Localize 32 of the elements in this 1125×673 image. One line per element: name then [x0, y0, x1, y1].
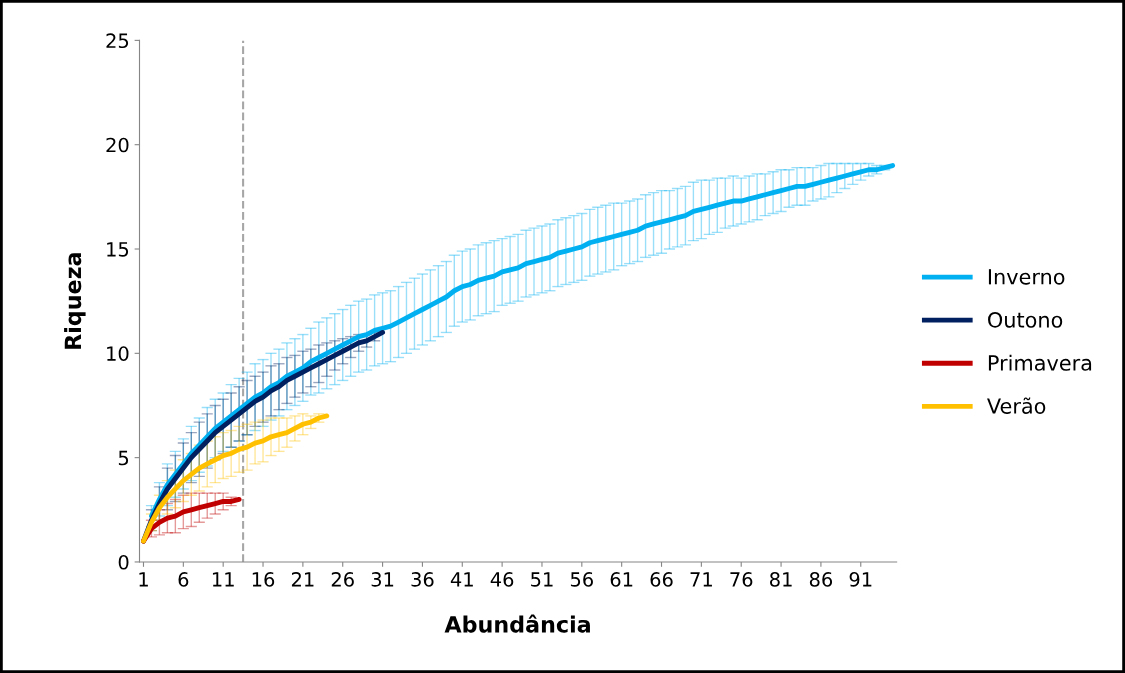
y-tick-label: 10 [107, 346, 129, 361]
x-tick-label: 21 [291, 572, 314, 587]
x-tick-label: 41 [450, 572, 473, 587]
y-tick-label: 5 [118, 450, 129, 466]
x-tick-label: 66 [650, 572, 673, 587]
x-tick-label: 56 [570, 572, 593, 587]
x-tick-label: 6 [178, 572, 189, 587]
y-tick-label: 15 [107, 242, 129, 257]
x-axis-title: Abundância [444, 614, 590, 633]
x-tick-label: 11 [212, 572, 234, 587]
x-tick-label: 1 [139, 572, 148, 587]
legend-label: Primavera [988, 354, 1092, 371]
x-tick-label: 51 [531, 572, 553, 587]
legend-label: Inverno [988, 269, 1065, 285]
y-axis-title: Riqueza [64, 253, 86, 349]
legend-label: Outono [988, 311, 1063, 328]
x-tick-label: 91 [849, 572, 872, 587]
x-tick-label: 31 [371, 572, 394, 587]
x-tick-label: 61 [610, 572, 633, 587]
y-tick-label: 20 [106, 137, 129, 153]
x-tick-label: 81 [770, 572, 792, 587]
x-tick-label: 26 [331, 572, 354, 587]
x-tick-label: 16 [252, 572, 275, 587]
x-tick-label: 46 [490, 572, 514, 587]
x-tick-label: 76 [730, 572, 753, 587]
y-tick-label: 25 [106, 33, 129, 49]
y-tick-label: 0 [118, 554, 129, 570]
x-tick-label: 36 [411, 572, 434, 587]
legend-label: Verão [987, 397, 1046, 414]
line-series [141, 413, 330, 544]
x-tick-label: 71 [690, 572, 712, 587]
x-tick-label: 86 [809, 572, 833, 587]
